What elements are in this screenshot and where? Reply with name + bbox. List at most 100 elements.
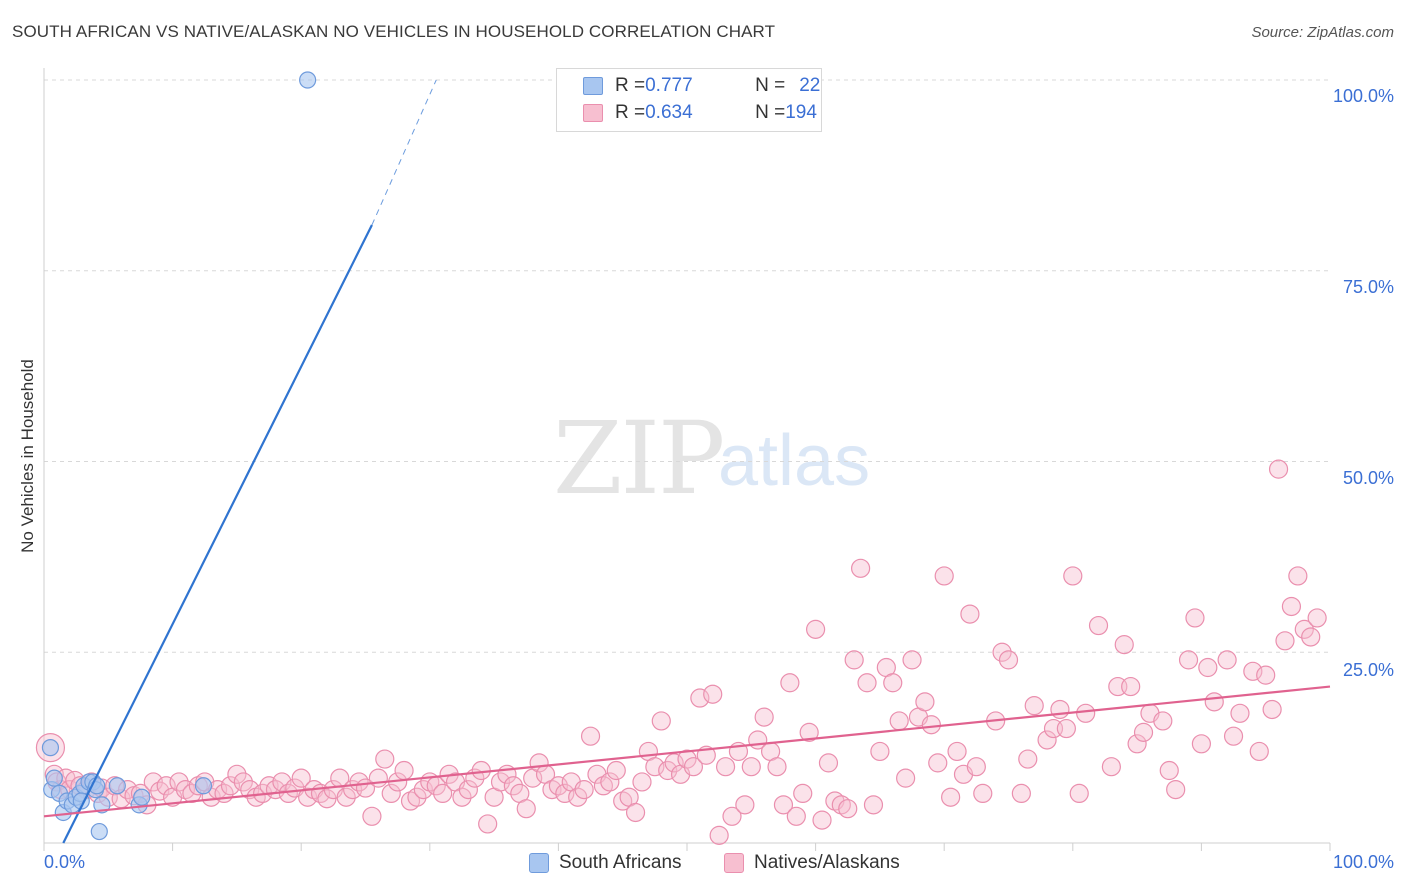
data-point-natives-alaskans (375, 749, 395, 769)
data-point-natives-alaskans (690, 688, 710, 708)
data-point-natives-alaskans (645, 757, 665, 777)
data-point-natives-alaskans (1204, 692, 1224, 712)
data-point-natives-alaskans (1166, 779, 1186, 800)
legend-item-natives-alaskans[interactable]: Natives/Alaskans (724, 852, 900, 874)
series-legend: South Africans Natives/Alaskans (0, 852, 1406, 878)
data-point-natives-alaskans (220, 776, 241, 796)
legend-item-south-africans[interactable]: South Africans (529, 852, 682, 874)
south-africans-series (41, 71, 317, 841)
data-point-natives-alaskans (1294, 619, 1314, 639)
data-point-south-africans (90, 822, 108, 841)
legend-row-south-africans: R = 0.777 N = 22 (557, 73, 820, 99)
x-tick-label: 100.0% (1332, 852, 1394, 872)
data-point-natives-alaskans (934, 566, 954, 586)
legend-row-natives-alaskans: R = 0.634 N = 194 (557, 100, 817, 126)
legend-n-value: 22 (799, 75, 821, 96)
data-point-natives-alaskans (1011, 783, 1031, 804)
y-tick-label: 100.0% (1332, 86, 1394, 106)
data-point-natives-alaskans (1275, 631, 1295, 651)
data-point-natives-alaskans (838, 799, 858, 819)
data-point-natives-alaskans (1243, 661, 1263, 681)
data-point-natives-alaskans (683, 757, 704, 777)
data-point-natives-alaskans (227, 764, 247, 784)
data-point-natives-alaskans (1101, 757, 1121, 777)
data-point-natives-alaskans (786, 806, 806, 826)
data-point-natives-alaskans (381, 783, 401, 804)
data-point-natives-alaskans (632, 772, 652, 792)
legend-swatch-blue (529, 853, 549, 873)
data-point-natives-alaskans (1076, 703, 1096, 723)
data-point-natives-alaskans (516, 799, 536, 819)
data-point-natives-alaskans (407, 787, 427, 807)
correlation-legend: R = 0.777 N = 22 R = 0.634 N = 194 (556, 68, 822, 132)
data-point-natives-alaskans (606, 760, 626, 781)
data-point-south-africans (194, 777, 213, 795)
x-tick-label: 0.0% (44, 852, 86, 872)
data-point-natives-alaskans (812, 810, 832, 830)
data-point-natives-alaskans (362, 806, 382, 826)
trend-line-extension-south-africans (371, 79, 437, 226)
legend-label: South Africans (559, 852, 682, 873)
data-point-natives-alaskans (1024, 696, 1044, 716)
data-point-natives-alaskans (1301, 627, 1321, 647)
data-point-natives-alaskans (658, 760, 678, 781)
data-point-natives-alaskans (478, 814, 498, 834)
data-point-natives-alaskans (1198, 657, 1218, 678)
data-point-natives-alaskans (413, 779, 433, 800)
data-point-natives-alaskans (928, 753, 948, 773)
data-point-natives-alaskans (773, 795, 794, 815)
data-point-natives-alaskans (368, 768, 388, 788)
data-point-natives-alaskans (1191, 734, 1212, 754)
data-point-south-africans (45, 769, 63, 787)
y-tick-label: 75.0% (1342, 277, 1394, 297)
data-point-natives-alaskans (735, 795, 755, 815)
data-point-natives-alaskans (889, 711, 909, 731)
legend-n-value: 194 (785, 102, 817, 123)
legend-r-label: R = (615, 102, 646, 123)
data-point-natives-alaskans (452, 787, 472, 807)
data-point-natives-alaskans (233, 772, 253, 792)
data-point-natives-alaskans (754, 707, 774, 727)
data-point-natives-alaskans (677, 749, 697, 769)
data-point-natives-alaskans (548, 776, 569, 796)
data-point-natives-alaskans (1056, 718, 1076, 739)
trend-line-south-africans (62, 224, 373, 844)
data-point-natives-alaskans (966, 757, 986, 777)
data-point-natives-alaskans (574, 779, 594, 800)
data-point-natives-alaskans (921, 715, 941, 735)
source-label: Source: ZipAtlas.com (1251, 24, 1394, 41)
data-point-natives-alaskans (793, 783, 813, 804)
watermark-zip: ZIP (553, 400, 725, 517)
natives-alaskans-series (35, 459, 1327, 845)
data-point-natives-alaskans (844, 650, 864, 670)
legend-n-label: N = (755, 102, 786, 123)
data-point-natives-alaskans (458, 779, 478, 800)
trend-lines (43, 79, 1331, 844)
data-point-natives-alaskans (600, 772, 620, 792)
data-point-natives-alaskans (1217, 650, 1237, 670)
data-point-natives-alaskans (1037, 730, 1057, 750)
data-point-natives-alaskans (805, 619, 826, 639)
data-point-natives-alaskans (1249, 741, 1269, 762)
data-point-natives-alaskans (1018, 749, 1038, 769)
legend-n-label: N = (755, 75, 786, 96)
data-point-natives-alaskans (1159, 760, 1179, 781)
data-point-natives-alaskans (857, 673, 877, 693)
y-axis-title: No Vehicles in Household (18, 359, 37, 553)
data-point-natives-alaskans (1256, 665, 1276, 685)
data-point-south-africans (299, 71, 317, 89)
data-point-natives-alaskans (1050, 699, 1070, 720)
data-point-natives-alaskans (780, 673, 800, 693)
data-point-south-africans (133, 788, 151, 806)
data-point-natives-alaskans (1268, 459, 1289, 479)
data-point-natives-alaskans (870, 741, 890, 762)
data-point-natives-alaskans (1288, 566, 1308, 586)
chart-title: SOUTH AFRICAN VS NATIVE/ALASKAN NO VEHIC… (12, 22, 776, 41)
data-point-natives-alaskans (863, 795, 884, 815)
data-point-south-africans (41, 739, 60, 757)
data-point-south-africans (93, 796, 111, 814)
data-point-natives-alaskans (568, 787, 588, 807)
data-point-natives-alaskans (555, 783, 575, 804)
y-tick-label: 25.0% (1342, 660, 1394, 680)
data-point-natives-alaskans (741, 757, 761, 777)
